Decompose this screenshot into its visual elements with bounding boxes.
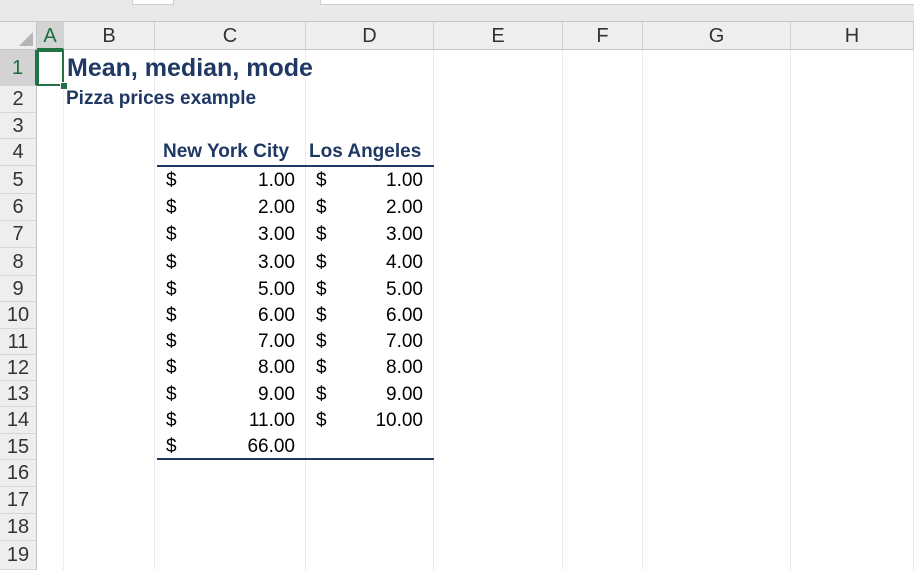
nyc-currency-symbol: $ [166,410,177,431]
row-header-12[interactable]: 12 [0,355,37,381]
column-header-c[interactable]: C [155,22,306,50]
la-currency-symbol: $ [316,252,327,273]
strip-tab [320,0,914,5]
nyc-price-cell[interactable]: 1.00 [258,170,295,191]
row-header-9[interactable]: 9 [0,276,37,302]
row-header-10[interactable]: 10 [0,302,37,329]
nyc-price-cell[interactable]: 66.00 [247,436,295,457]
strip-tab [132,0,174,5]
select-all-corner[interactable] [0,22,37,50]
grid-line [433,50,434,570]
column-header-d[interactable]: D [306,22,434,50]
grid-line [154,50,155,570]
la-price-cell[interactable]: 1.00 [386,170,423,191]
la-currency-symbol: $ [316,279,327,300]
nyc-currency-symbol: $ [166,252,177,273]
la-currency-symbol: $ [316,224,327,245]
la-price-cell[interactable]: 7.00 [386,331,423,352]
column-header-a[interactable]: A [37,22,64,50]
la-currency-symbol: $ [316,170,327,191]
title-strip [0,0,914,22]
la-price-cell[interactable]: 5.00 [386,279,423,300]
nyc-price-cell[interactable]: 3.00 [258,252,295,273]
grid-line [63,50,64,570]
la-currency-symbol: $ [316,410,327,431]
row-header-13[interactable]: 13 [0,381,37,407]
column-header-row [0,22,914,50]
la-currency-symbol: $ [316,197,327,218]
grid-line [305,50,306,570]
nyc-price-cell[interactable]: 6.00 [258,305,295,326]
la-currency-symbol: $ [316,384,327,405]
row-header-4[interactable]: 4 [0,139,37,166]
nyc-currency-symbol: $ [166,331,177,352]
la-price-cell[interactable]: 3.00 [386,224,423,245]
row-header-16[interactable]: 16 [0,460,37,487]
nyc-currency-symbol: $ [166,305,177,326]
la-currency-symbol: $ [316,331,327,352]
row-header-6[interactable]: 6 [0,194,37,221]
column-header-h[interactable]: H [791,22,914,50]
nyc-currency-symbol: $ [166,279,177,300]
column-header-e[interactable]: E [434,22,563,50]
row-header-18[interactable]: 18 [0,514,37,541]
nyc-price-cell[interactable]: 3.00 [258,224,295,245]
row-header-17[interactable]: 17 [0,487,37,514]
nyc-currency-symbol: $ [166,197,177,218]
column-header-g[interactable]: G [643,22,791,50]
bottom-border [157,458,434,460]
nyc-currency-symbol: $ [166,224,177,245]
nyc-currency-symbol: $ [166,170,177,191]
header-new-york-city[interactable]: New York City [163,141,290,162]
la-currency-symbol: $ [316,305,327,326]
active-cell-a1[interactable] [37,50,64,86]
column-header-b[interactable]: B [64,22,155,50]
nyc-price-cell[interactable]: 7.00 [258,331,295,352]
nyc-price-cell[interactable]: 2.00 [258,197,295,218]
row-header-15[interactable]: 15 [0,434,37,460]
grid-line [562,50,563,570]
row-header-2[interactable]: 2 [0,86,37,113]
fill-handle[interactable] [60,82,68,90]
sheet-subtitle[interactable]: Pizza prices example [66,88,257,109]
nyc-price-cell[interactable]: 5.00 [258,279,295,300]
row-header-11[interactable]: 11 [0,329,37,355]
sheet-title[interactable]: Mean, median, mode [67,54,313,82]
nyc-price-cell[interactable]: 8.00 [258,357,295,378]
header-los-angeles[interactable]: Los Angeles [309,141,422,162]
row-header-8[interactable]: 8 [0,248,37,276]
nyc-currency-symbol: $ [166,384,177,405]
row-header-7[interactable]: 7 [0,221,37,248]
row-header-19[interactable]: 19 [0,541,37,570]
la-price-cell[interactable]: 2.00 [386,197,423,218]
la-price-cell[interactable]: 6.00 [386,305,423,326]
nyc-currency-symbol: $ [166,357,177,378]
select-all-icon [19,32,33,46]
nyc-price-cell[interactable]: 11.00 [248,410,295,431]
row-header-14[interactable]: 14 [0,407,37,434]
nyc-price-cell[interactable]: 9.00 [258,384,295,405]
la-price-cell[interactable]: 8.00 [386,357,423,378]
la-price-cell[interactable]: 9.00 [386,384,423,405]
nyc-currency-symbol: $ [166,436,177,457]
row-header-3[interactable]: 3 [0,113,37,139]
row-header-1[interactable]: 1 [0,50,37,86]
la-price-cell[interactable]: 10.00 [375,410,423,431]
grid-line [642,50,643,570]
grid-line [790,50,791,570]
la-price-cell[interactable]: 4.00 [386,252,423,273]
row-header-5[interactable]: 5 [0,166,37,194]
header-underline [157,165,434,167]
la-currency-symbol: $ [316,357,327,378]
column-header-f[interactable]: F [563,22,643,50]
